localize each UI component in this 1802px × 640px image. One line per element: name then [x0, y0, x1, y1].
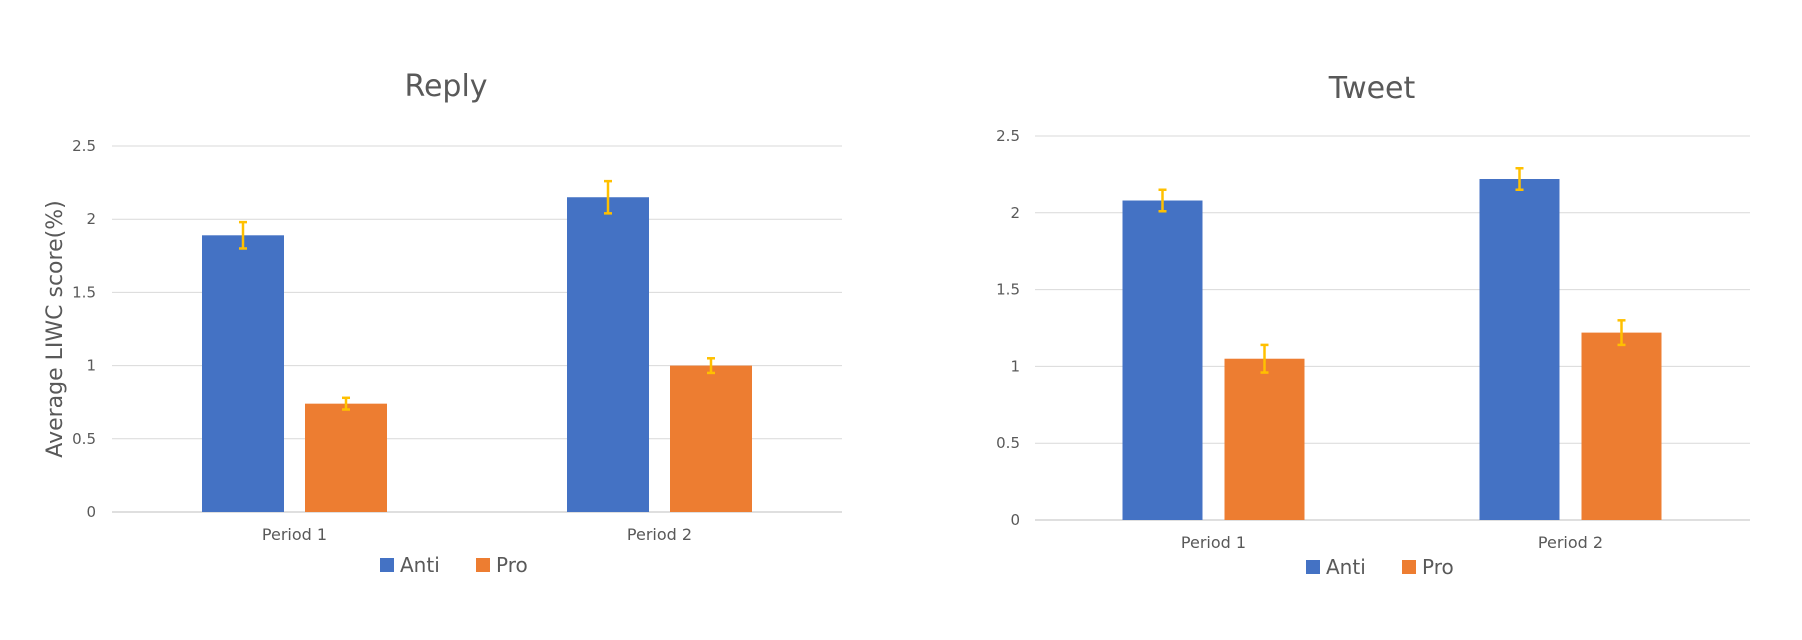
y-tick-label: 2.5	[996, 127, 1020, 145]
category-label: Period 2	[627, 525, 692, 544]
y-tick-label: 1	[86, 357, 96, 375]
legend-label-pro: Pro	[1422, 555, 1454, 579]
chart-2: Tweet 0 0.5 1 1.5 2 2.5 Period 1 Period 2 Anti Pro	[996, 71, 1750, 579]
y-tick-label: 2	[86, 210, 96, 228]
legend-swatch-pro	[1402, 560, 1416, 574]
legend-swatch-pro	[476, 558, 490, 572]
bar-anti-1	[1122, 200, 1203, 520]
bar-anti-2	[1479, 179, 1560, 520]
chart-title: Reply	[404, 69, 487, 104]
bar-pro-2	[1581, 332, 1662, 520]
y-tick-label: 1.5	[996, 281, 1020, 299]
legend-label-pro: Pro	[496, 553, 528, 577]
legend-swatch-anti	[380, 558, 394, 572]
chart-1: Reply 0 0.5 1 1.5 2 2.5 Average LIWC score(%) Pe…	[43, 69, 842, 577]
legend-label-anti: Anti	[400, 553, 440, 577]
bar-pro-1	[305, 403, 387, 512]
y-tick-label: 2.5	[72, 137, 96, 155]
y-tick-label: 0.5	[996, 434, 1020, 452]
legend-label-anti: Anti	[1326, 555, 1366, 579]
chart-title: Tweet	[1328, 71, 1416, 106]
bar-anti-2	[567, 197, 649, 513]
bar-anti-1	[202, 235, 284, 512]
bar-pro-2	[670, 365, 752, 512]
y-axis-label: Average LIWC score(%)	[43, 200, 68, 457]
y-tick-label: 0	[86, 503, 96, 521]
category-label: Period 1	[1181, 533, 1246, 552]
y-tick-label: 1	[1010, 357, 1020, 375]
category-label: Period 2	[1538, 533, 1603, 552]
y-tick-label: 0	[1010, 511, 1020, 529]
bar-pro-1	[1224, 358, 1305, 520]
y-tick-label: 0.5	[72, 430, 96, 448]
y-tick-label: 2	[1010, 204, 1020, 222]
y-tick-label: 1.5	[72, 283, 96, 301]
category-label: Period 1	[262, 525, 327, 544]
legend-swatch-anti	[1306, 560, 1320, 574]
